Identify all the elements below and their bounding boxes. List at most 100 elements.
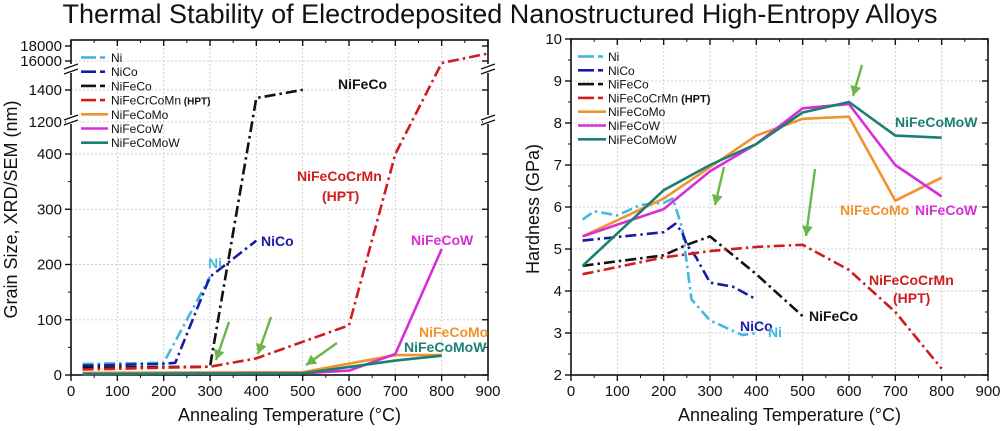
- annotation-hpt: (HPT): [893, 290, 930, 306]
- arrow-head: [306, 354, 318, 365]
- legend-label: NiFeCrCoMn (HPT): [111, 94, 210, 108]
- legend-item: NiCo: [578, 64, 635, 78]
- x-tick-label: 400: [244, 383, 269, 400]
- axis-break-upper: [480, 68, 496, 75]
- axis-break-lower-mask: [66, 115, 76, 124]
- axis-break-lower-mask: [483, 115, 493, 124]
- annotation-hpt: (HPT): [322, 188, 359, 204]
- legend-label-suffix: (HPT): [678, 93, 711, 105]
- y-tick-label: 0: [54, 367, 62, 384]
- annotation-nifeco: NiFeCo: [338, 76, 387, 92]
- axis-break-upper-mask: [66, 64, 76, 73]
- y-tick-label: 8: [554, 115, 562, 132]
- legend-label: NiFeCoW: [608, 119, 661, 133]
- legend-item: NiFeCoW: [578, 119, 661, 133]
- y-tick-label: 16000: [20, 53, 62, 70]
- series-line-nifeco: [82, 88, 303, 370]
- annotation-nifecomow: NiFeCoMoW: [404, 339, 487, 355]
- y-tick-label: 5: [554, 241, 562, 258]
- axis-break-upper: [63, 63, 79, 70]
- y-tick-label: 1400: [29, 82, 62, 99]
- x-axis-title: Annealing Temperature (°C): [178, 405, 401, 425]
- y-axis-title: Grain Size, XRD/SEM (nm): [1, 100, 21, 318]
- series-line-nifecomo: [582, 115, 943, 238]
- x-tick-label: 0: [67, 383, 75, 400]
- y-tick-label: 18000: [20, 38, 62, 55]
- legend-label: NiFeCoMo: [111, 108, 169, 122]
- legend-item: NiFeCoW: [81, 122, 164, 136]
- annotation-ni: Ni: [208, 255, 222, 271]
- annotation-nifecocrmn: NiFeCoCrMn: [297, 168, 382, 184]
- y-tick-label: 10: [545, 31, 562, 48]
- green-arrow-icon: [214, 321, 231, 361]
- legend-label: NiCo: [111, 65, 138, 79]
- x-tick-label: 800: [929, 383, 954, 400]
- green-arrow-icon: [801, 168, 817, 237]
- annotation-nifecow: NiFeCoW: [411, 232, 474, 248]
- arrow-head: [711, 194, 723, 205]
- green-arrow-icon: [850, 64, 864, 97]
- x-tick-label: 300: [197, 383, 222, 400]
- legend-item: NiFeCoMoW: [81, 136, 180, 150]
- x-tick-label: 700: [883, 383, 908, 400]
- annotation-nifecomo: NiFeCoMo: [419, 324, 488, 340]
- legend-label: NiFeCo: [608, 78, 649, 92]
- arrow-head: [214, 348, 225, 360]
- legend-label: NiCo: [608, 64, 635, 78]
- legend-label: NiFeCoW: [111, 122, 164, 136]
- legend-label: Ni: [608, 50, 619, 64]
- series-line-nico: [582, 222, 757, 301]
- x-tick-label: 700: [383, 383, 408, 400]
- series-line-nifecow: [582, 102, 943, 238]
- legend-label: NiFeCo: [111, 79, 152, 93]
- x-tick-label: 500: [790, 383, 815, 400]
- annotation-nico: NiCo: [261, 233, 294, 249]
- x-tick-label: 200: [651, 383, 676, 400]
- axis-break-upper-mask: [483, 64, 493, 73]
- x-tick-label: 600: [336, 383, 361, 400]
- x-tick-label: 400: [744, 383, 769, 400]
- y-tick-label: 9: [554, 73, 562, 90]
- axis-break-lower: [63, 114, 79, 121]
- annotation-nifecocrmn: NiFeCoCrMn: [869, 272, 954, 288]
- green-arrow-icon: [256, 316, 273, 355]
- x-tick-label: 600: [836, 383, 861, 400]
- legend-item: NiFeCoMoW: [578, 133, 677, 147]
- series-line-ni: [581, 197, 757, 337]
- legend-item: NiFeCrCoMn (HPT): [81, 94, 210, 108]
- y-tick-label: 3: [554, 325, 562, 342]
- series-line-nifecomow: [581, 100, 942, 267]
- series-line-ni: [82, 276, 212, 366]
- series-line-nico: [82, 239, 258, 367]
- x-tick-label: 100: [605, 383, 630, 400]
- legend-label: Ni: [111, 51, 122, 65]
- annotation-ni: Ni: [768, 324, 782, 340]
- arrow-shaft: [804, 168, 817, 237]
- x-tick-label: 200: [151, 383, 176, 400]
- annotation-nifecow: NiFeCoW: [915, 202, 978, 218]
- x-tick-label: 0: [567, 383, 575, 400]
- legend-label-suffix: (HPT): [181, 97, 210, 108]
- series-line-nifecomow: [82, 354, 442, 376]
- arrow-head: [256, 342, 267, 354]
- legend-item: Ni: [578, 50, 619, 64]
- grain-size-chart: 0 100 200 300 400 500 600 700 800 900 0 100 200 300 40…: [1, 38, 501, 425]
- series-line-nifeco: [582, 235, 804, 318]
- axis-break-upper: [480, 63, 496, 70]
- legend-item: NiFeCoCrMn (HPT): [578, 91, 711, 105]
- x-tick-label: 100: [105, 383, 130, 400]
- y-tick-label: 7: [554, 157, 562, 174]
- legend-item: NiFeCoMo: [578, 105, 666, 119]
- annotation-nifecomo: NiFeCoMo: [840, 202, 909, 218]
- y-tick-label: 1200: [29, 114, 62, 131]
- green-arrow-icon: [305, 342, 338, 366]
- legend-item: Ni: [81, 51, 122, 65]
- legend-label: NiFeCoMoW: [608, 133, 677, 147]
- legend-item: NiFeCoMo: [81, 108, 169, 122]
- axis-break-upper: [63, 68, 79, 75]
- legend-label: NiFeCoMoW: [111, 136, 180, 150]
- x-tick-label: 900: [475, 383, 500, 400]
- axis-break-lower: [480, 114, 496, 121]
